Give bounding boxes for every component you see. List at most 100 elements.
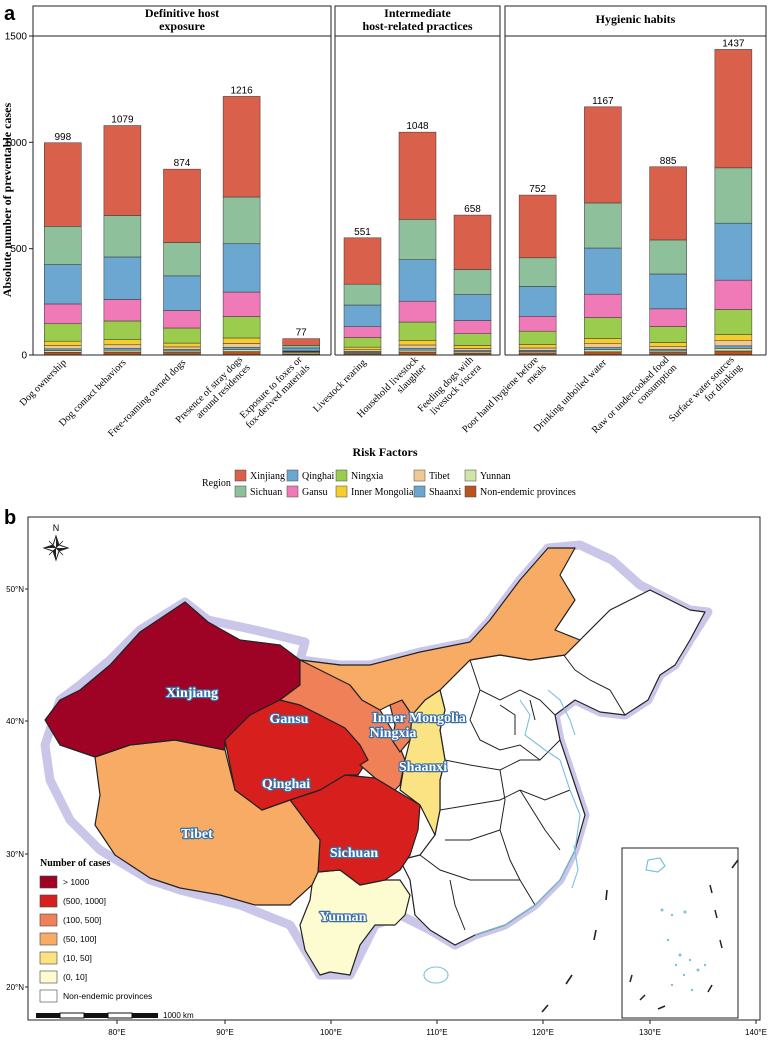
bar-segment [399, 345, 436, 348]
bar-segment [44, 324, 81, 341]
x-tick-label-line: Dog ownership [18, 357, 69, 408]
latitude-label: 50°N [6, 585, 24, 594]
bar-segment [715, 309, 752, 334]
bar-segment [454, 321, 491, 334]
x-tick-label: Dog ownership [18, 357, 69, 408]
bar-segment [44, 346, 81, 349]
facet-strip-label: host-related practices [362, 19, 472, 33]
x-tick-label: Feeding dogs withlivestock viscera [416, 354, 484, 422]
bar-segment [344, 238, 381, 284]
bar-segment [519, 258, 556, 287]
inset-frame [622, 848, 738, 1018]
bar-total-label: 658 [464, 204, 481, 215]
bar-legend-swatch [414, 486, 425, 497]
bar-segment [715, 49, 752, 167]
bar-segment [44, 351, 81, 353]
bar-segment [164, 343, 201, 347]
bar-segment [164, 276, 201, 311]
bar-segment [44, 143, 81, 227]
bar-segment [715, 351, 752, 355]
bar-segment [399, 348, 436, 350]
bar-legend-swatch [235, 486, 246, 497]
bar-segment [715, 280, 752, 309]
map-legend-label: (500, 1000] [63, 896, 106, 906]
bar-total-label: 1048 [406, 121, 429, 132]
bar-segment [399, 340, 436, 345]
bar-segment [399, 219, 436, 259]
x-tick-label: Dog contact behaviors [57, 357, 128, 428]
bar-legend-swatch [336, 470, 347, 481]
bar-segment [715, 348, 752, 351]
bar-segment [164, 328, 201, 343]
bar-segment [650, 347, 687, 350]
bar-segment [44, 265, 81, 304]
bar-total-label: 77 [296, 328, 308, 339]
map-region-label: Yunnan [320, 910, 367, 925]
longitude-label: 100°E [320, 1028, 342, 1037]
map-region-label: Qinghai [262, 777, 310, 792]
bar-segment [399, 260, 436, 301]
bar-legend-label: Sichuan [250, 487, 282, 498]
longitude-label: 110°E [426, 1028, 447, 1037]
map-legend-label: (50, 100] [63, 934, 97, 944]
bar-segment [283, 345, 320, 348]
longitude-label: 130°E [639, 1028, 661, 1037]
panel-a-label: a [4, 3, 16, 25]
bar-segment [650, 167, 687, 240]
facet-strip-label: Intermediate [384, 6, 451, 20]
bar-segment [454, 334, 491, 346]
bar-legend-label: Xinjiang [250, 471, 285, 482]
bar-legend-swatch [465, 470, 476, 481]
y-tick-label: 0 [21, 351, 27, 362]
x-tick-label: Surface water sourcesfor drinking [667, 354, 745, 432]
bar-legend-title: Region [202, 478, 231, 489]
bar-segment [454, 215, 491, 269]
bar-segment [104, 345, 141, 348]
bar-total-label: 752 [529, 184, 546, 195]
map-region-label: Ningxia [370, 726, 417, 741]
bar-segment [223, 349, 260, 351]
longitude-label: 140°E [745, 1028, 767, 1037]
bar-segment [584, 248, 621, 294]
bar-segment [715, 223, 752, 280]
map-legend-label: > 1000 [63, 877, 90, 887]
bar-segment [399, 350, 436, 352]
bar-legend-label: Yunnan [480, 471, 511, 482]
bar-segment [283, 339, 320, 346]
bar-legend-label: Qinghai [302, 471, 334, 482]
map-region-label: Xinjiang [166, 686, 218, 701]
bar-segment [344, 305, 381, 327]
bar-segment [223, 352, 260, 355]
bar-segment [454, 295, 491, 321]
bar-segment [584, 338, 621, 343]
map-region-label: Gansu [270, 712, 309, 727]
longitude-label: 80°E [108, 1028, 125, 1037]
map-legend-title: Number of cases [40, 858, 110, 869]
bar-segment [519, 316, 556, 331]
bar-segment [223, 96, 260, 197]
x-axis-label: Risk Factors [353, 445, 418, 459]
bar-legend-label: Non-endemic provinces [480, 487, 576, 498]
bar-legend-swatch [287, 470, 298, 481]
facet-strip-label: exposure [159, 19, 205, 33]
bar-total-label: 1167 [592, 96, 614, 107]
bar-legend-swatch [336, 486, 347, 497]
bar-segment [584, 348, 621, 350]
bar-segment [584, 318, 621, 339]
south-china-sea-inset [622, 848, 738, 1018]
facet-strip-label: Hygienic habits [596, 12, 676, 26]
bar-segment [344, 284, 381, 305]
latitude-label: 30°N [6, 850, 24, 859]
bar-segment [223, 197, 260, 244]
bar-total-label: 1437 [722, 38, 745, 49]
bar-segment [223, 317, 260, 338]
bar-segment [104, 215, 141, 256]
bar-segment [44, 341, 81, 345]
bar-segment [519, 348, 556, 350]
bar-segment [164, 242, 201, 275]
bar-segment [584, 107, 621, 203]
bar-legend-swatch [287, 486, 298, 497]
bar-segment [44, 304, 81, 324]
